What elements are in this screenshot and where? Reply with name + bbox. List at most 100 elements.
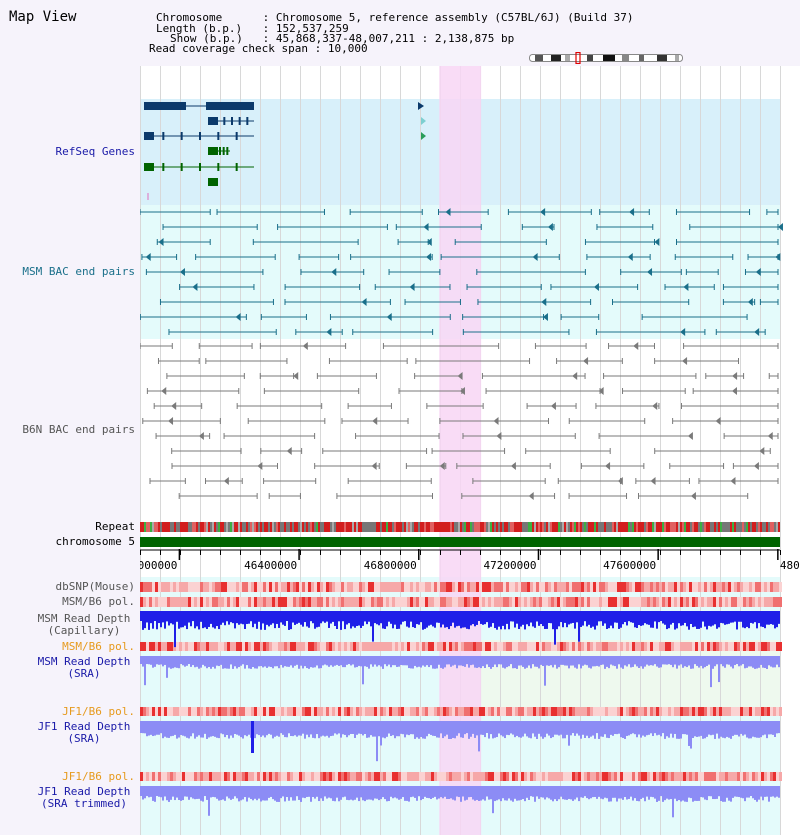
jf1-b6-pol-cell[interactable] — [536, 707, 539, 716]
msm-b6-pol-cell[interactable] — [551, 642, 554, 651]
jf1-b6-pol-cell[interactable] — [182, 772, 185, 781]
jf1-depth-trim-bar[interactable] — [232, 786, 234, 799]
msm-depth-cap-bar[interactable] — [686, 611, 688, 627]
msm-depth-sra-bar[interactable] — [242, 656, 244, 665]
jf1-depth-trim-bar[interactable] — [510, 786, 512, 801]
msm-depth-sra-bar[interactable] — [448, 656, 450, 665]
jf1-depth-sra-bar[interactable] — [356, 721, 358, 735]
jf1-depth-trim-bar[interactable] — [590, 786, 592, 799]
jf1-b6-pol-cell[interactable] — [317, 772, 320, 781]
msm-b6-pol-cell[interactable] — [209, 597, 212, 607]
msm-depth-cap-bar[interactable] — [424, 611, 426, 629]
msm-depth-sra-bar[interactable] — [218, 656, 220, 667]
jf1-b6-pol-cell[interactable] — [773, 772, 776, 781]
msm-depth-cap-bar[interactable] — [700, 611, 702, 628]
msm-depth-sra-bar[interactable] — [414, 656, 416, 666]
msm-depth-sra-bar[interactable] — [364, 656, 366, 667]
repeat-segment[interactable] — [676, 522, 678, 532]
jf1-depth-trim-bar[interactable] — [240, 786, 242, 801]
msm-depth-sra-bar[interactable] — [770, 656, 772, 667]
repeat-segment[interactable] — [360, 522, 362, 532]
msm-depth-cap-bar[interactable] — [282, 611, 284, 625]
dbsnp-cell[interactable] — [593, 582, 596, 592]
msm-depth-cap-bar[interactable] — [688, 611, 690, 630]
msm-depth-cap-bar[interactable] — [324, 611, 326, 623]
jf1-b6-pol-cell[interactable] — [269, 707, 272, 716]
repeat-segment[interactable] — [444, 522, 446, 532]
jf1-depth-trim-bar[interactable] — [146, 786, 148, 797]
repeat-segment[interactable] — [198, 522, 200, 532]
jf1-b6-pol-cell[interactable] — [725, 707, 728, 716]
msm-depth-sra-bar[interactable] — [388, 656, 390, 665]
jf1-depth-trim-bar[interactable] — [402, 786, 404, 798]
jf1-depth-trim-bar[interactable] — [734, 786, 736, 797]
jf1-b6-pol-cell[interactable] — [623, 707, 626, 716]
repeat-segment[interactable] — [694, 522, 696, 532]
msm-depth-cap-bar[interactable] — [366, 611, 368, 625]
jf1-depth-trim-bar[interactable] — [652, 786, 654, 798]
jf1-b6-pol-cell[interactable] — [611, 772, 614, 781]
jf1-depth-trim-bar[interactable] — [580, 786, 582, 798]
msm-depth-sra-bar[interactable] — [508, 656, 510, 667]
msm-depth-cap-bar[interactable] — [616, 611, 618, 623]
msm-depth-cap-bar[interactable] — [658, 611, 660, 623]
msm-b6-pol-cell[interactable] — [185, 642, 188, 651]
repeat-segment[interactable] — [644, 522, 646, 532]
msm-depth-cap-bar[interactable] — [232, 611, 234, 624]
repeat-segment[interactable] — [712, 522, 714, 532]
dbsnp-cell[interactable] — [284, 582, 287, 592]
repeat-segment[interactable] — [176, 522, 178, 532]
jf1-b6-pol-cell[interactable] — [170, 707, 173, 716]
msm-depth-sra-bar[interactable] — [730, 656, 732, 667]
repeat-segment[interactable] — [508, 522, 510, 532]
jf1-depth-trim-bar[interactable] — [506, 786, 508, 801]
dbsnp-cell[interactable] — [422, 582, 425, 592]
refseq-exon[interactable] — [212, 178, 214, 186]
repeat-segment[interactable] — [484, 522, 486, 532]
jf1-depth-sra-bar[interactable] — [494, 721, 496, 738]
msm-depth-sra-bar[interactable] — [762, 656, 764, 668]
jf1-b6-pol-cell[interactable] — [335, 707, 338, 716]
jf1-depth-trim-bar[interactable] — [446, 786, 448, 799]
msm-depth-sra-bar[interactable] — [548, 656, 550, 666]
jf1-b6-pol-cell[interactable] — [653, 772, 656, 781]
msm-b6-pol-cell[interactable] — [242, 642, 245, 651]
msm-depth-cap-bar[interactable] — [468, 611, 470, 630]
msm-b6-pol-cell[interactable] — [644, 642, 647, 651]
msm-b6-pol-cell[interactable] — [779, 642, 782, 651]
dbsnp-cell[interactable] — [350, 582, 353, 592]
dbsnp-cell[interactable] — [716, 582, 719, 592]
msm-depth-sra-bar[interactable] — [718, 656, 720, 683]
jf1-depth-trim-bar[interactable] — [366, 786, 368, 800]
msm-depth-cap-bar[interactable] — [572, 611, 574, 623]
jf1-b6-pol-cell[interactable] — [461, 707, 464, 716]
repeat-segment[interactable] — [492, 522, 494, 532]
msm-depth-cap-bar[interactable] — [194, 611, 196, 629]
msm-b6-pol-cell[interactable] — [665, 597, 668, 607]
dbsnp-cell[interactable] — [530, 582, 533, 592]
jf1-depth-trim-bar[interactable] — [752, 786, 754, 799]
msm-depth-sra-bar[interactable] — [422, 656, 424, 666]
jf1-b6-pol-cell[interactable] — [671, 707, 674, 716]
dbsnp-cell[interactable] — [218, 582, 221, 592]
repeat-segment[interactable] — [632, 522, 634, 532]
jf1-depth-trim-bar[interactable] — [428, 786, 430, 799]
jf1-depth-sra-bar[interactable] — [392, 721, 394, 736]
jf1-depth-trim-bar[interactable] — [216, 786, 218, 799]
msm-b6-pol-cell[interactable] — [716, 642, 719, 651]
repeat-segment[interactable] — [380, 522, 382, 532]
dbsnp-cell[interactable] — [239, 582, 242, 592]
msm-depth-cap-bar[interactable] — [180, 611, 182, 628]
jf1-b6-pol-cell[interactable] — [551, 772, 554, 781]
jf1-depth-trim-bar[interactable] — [274, 786, 276, 801]
jf1-depth-sra-bar[interactable] — [568, 721, 570, 746]
msm-b6-pol-cell[interactable] — [710, 642, 713, 651]
dbsnp-cell[interactable] — [668, 582, 671, 592]
repeat-segment[interactable] — [192, 522, 194, 532]
bac-end-arrow[interactable] — [747, 298, 753, 306]
jf1-b6-pol-cell[interactable] — [362, 772, 365, 781]
msm-depth-cap-bar[interactable] — [244, 611, 246, 629]
msm-depth-sra-bar[interactable] — [462, 656, 464, 667]
msm-b6-pol-cell[interactable] — [773, 597, 776, 607]
jf1-b6-pol-cell[interactable] — [428, 707, 431, 716]
